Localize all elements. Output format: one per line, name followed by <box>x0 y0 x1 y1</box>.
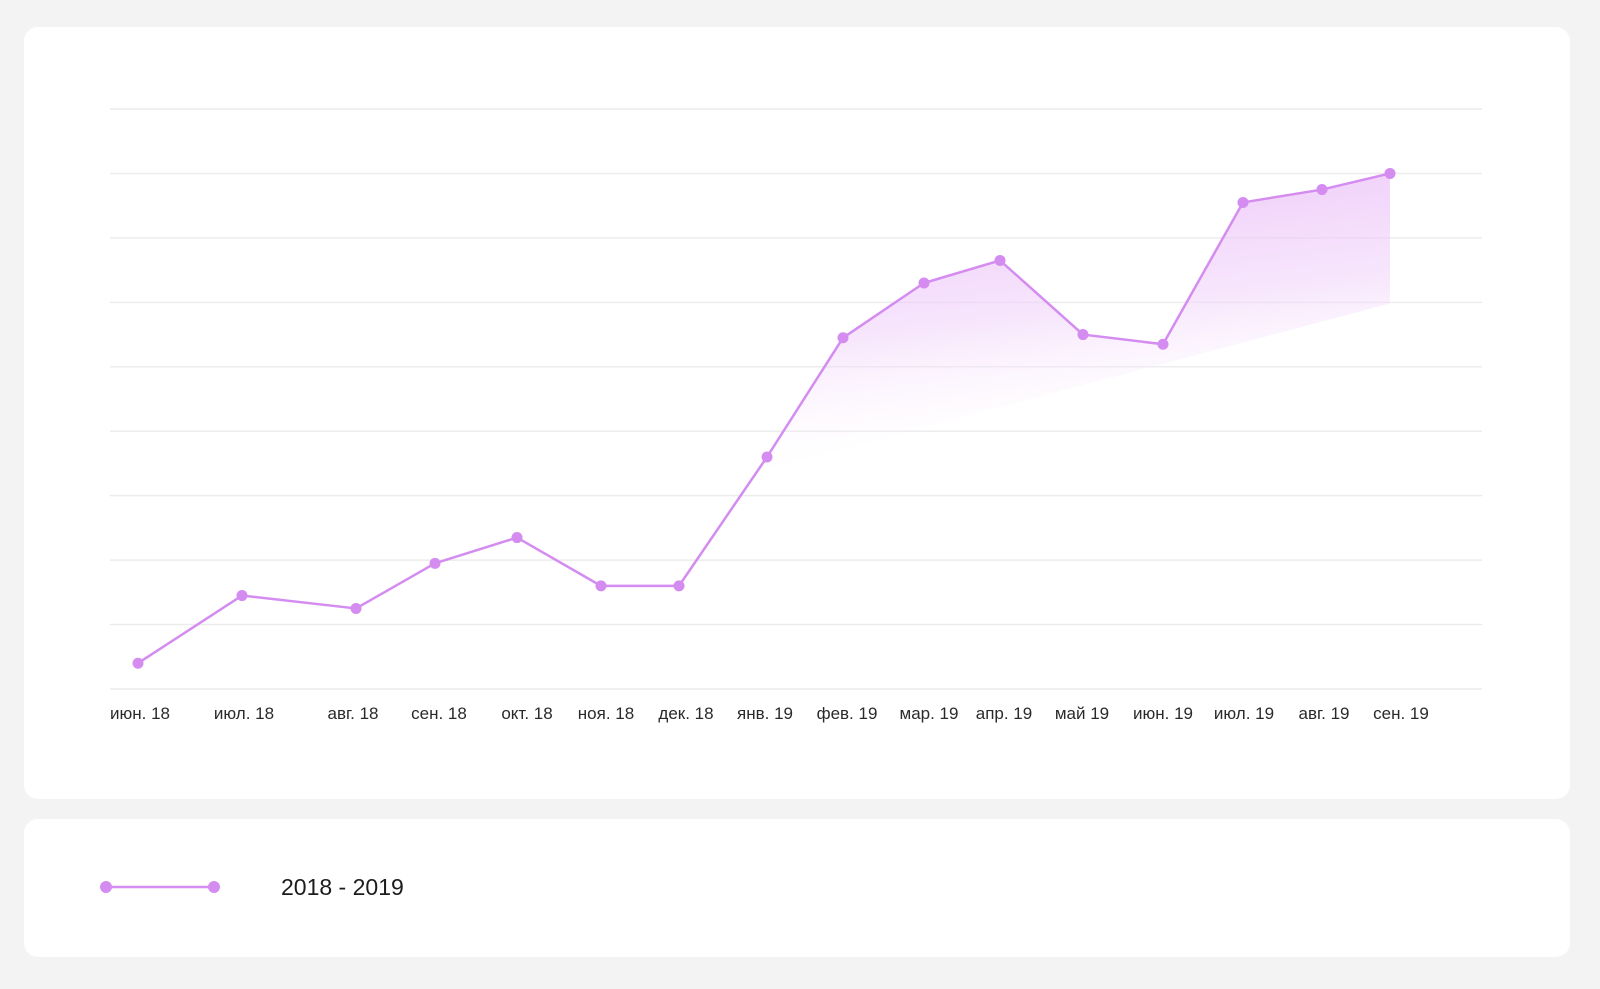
x-tick-label: апр. 19 <box>976 704 1032 723</box>
x-tick-label: фев. 19 <box>817 704 878 723</box>
x-tick-label: авг. 19 <box>1299 704 1350 723</box>
x-tick-label: июн. 18 <box>110 704 170 723</box>
x-tick-label: июн. 19 <box>1133 704 1193 723</box>
data-point[interactable] <box>761 451 773 463</box>
x-axis-ticks: июн. 18 июл. 18 авг. 18 сен. 18 окт. 18 ноя. … <box>110 704 1429 723</box>
x-tick-label: авг. 18 <box>328 704 379 723</box>
data-point[interactable] <box>132 657 144 669</box>
series-area <box>767 173 1390 469</box>
data-point[interactable] <box>511 532 523 544</box>
line-chart: июн. 18 июл. 18 авг. 18 сен. 18 окт. 18 ноя. … <box>110 108 1482 723</box>
x-tick-label: мар. 19 <box>900 704 959 723</box>
x-tick-label: дек. 18 <box>658 704 713 723</box>
data-point[interactable] <box>673 580 685 592</box>
data-point[interactable] <box>429 557 441 569</box>
x-tick-label: янв. 19 <box>737 704 793 723</box>
legend-line-marker-icon <box>100 881 220 893</box>
x-tick-label: июл. 18 <box>214 704 274 723</box>
x-tick-label: сен. 19 <box>1373 704 1429 723</box>
data-point[interactable] <box>1316 184 1328 196</box>
chart-card: июн. 18 июл. 18 авг. 18 сен. 18 окт. 18 ноя. … <box>24 27 1570 799</box>
x-tick-label: окт. 18 <box>501 704 552 723</box>
x-tick-label: май 19 <box>1055 704 1109 723</box>
data-point[interactable] <box>1157 338 1169 350</box>
x-tick-label: ноя. 18 <box>578 704 634 723</box>
area-fill <box>767 173 1390 469</box>
data-point[interactable] <box>1237 196 1249 208</box>
legend: 2018 - 2019 <box>24 819 1570 957</box>
data-point[interactable] <box>918 277 930 289</box>
data-point[interactable] <box>236 590 248 602</box>
series-line-layer <box>137 172 1391 665</box>
data-point[interactable] <box>837 332 849 344</box>
data-points <box>132 167 1396 669</box>
x-tick-label: сен. 18 <box>411 704 467 723</box>
series-line <box>137 172 1391 665</box>
data-point[interactable] <box>1077 329 1089 341</box>
legend-label: 2018 - 2019 <box>281 874 404 900</box>
data-point[interactable] <box>1384 167 1396 179</box>
data-point[interactable] <box>595 580 607 592</box>
x-tick-label: июл. 19 <box>1214 704 1274 723</box>
data-point[interactable] <box>994 254 1006 266</box>
legend-card: 2018 - 2019 <box>24 819 1570 957</box>
data-point[interactable] <box>350 602 362 614</box>
